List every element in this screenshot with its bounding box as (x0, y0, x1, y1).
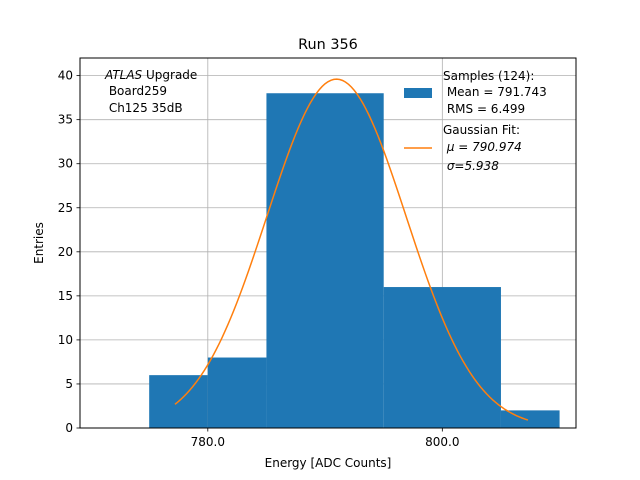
y-tick-label: 35 (58, 113, 73, 127)
y-tick-label: 15 (58, 289, 73, 303)
y-tick-label: 0 (65, 421, 73, 435)
histogram-bar-2 (207, 357, 267, 428)
chart-title: Run 356 (298, 37, 358, 53)
plot-frame (79, 57, 577, 429)
legend-fit-line-2: μ = 790.974 (443, 140, 522, 154)
histogram-bar-3 (266, 93, 384, 428)
x-tick-label: 800.0 (425, 435, 459, 449)
legend-fit-line-1: Gaussian Fit: (443, 123, 520, 137)
annotation-atlas: ATLAS (104, 68, 143, 82)
histogram-bars (149, 93, 560, 428)
fit-curve-layer (174, 78, 529, 421)
x-tick-label: 780.0 (191, 435, 225, 449)
legend-histogram-line-2: Mean = 791.743 (443, 85, 547, 99)
legend-fit-line-3: σ=5.938 (443, 159, 499, 173)
histogram-bar-4 (383, 287, 501, 428)
annotation-line-3: Ch125 35dB (105, 101, 183, 115)
y-tick-label: 10 (58, 333, 73, 347)
legend: Samples (124): Mean = 791.743 RMS = 6.49… (404, 69, 547, 173)
annotation-line-2: Board259 (105, 84, 167, 98)
gaussian-fit-curve (174, 78, 529, 421)
legend-histogram-swatch (404, 88, 432, 98)
y-tick-label: 30 (58, 157, 73, 171)
axis-ticks: 0 5 10 15 20 25 30 35 40 780.0 800.0 (58, 69, 460, 449)
legend-histogram-line-1: Samples (124): (443, 69, 534, 83)
y-tick-label: 25 (58, 201, 73, 215)
annotation-line-1: ATLAS Upgrade (104, 68, 197, 82)
atlas-annotation: ATLAS Upgrade Board259 Ch125 35dB (104, 68, 197, 115)
y-tick-label: 5 (65, 377, 73, 391)
y-axis-label: Entries (32, 222, 46, 264)
x-axis-label: Energy [ADC Counts] (265, 456, 392, 470)
y-tick-label: 40 (58, 69, 73, 83)
legend-histogram-line-3: RMS = 6.499 (443, 102, 525, 116)
y-tick-label: 20 (58, 245, 73, 259)
